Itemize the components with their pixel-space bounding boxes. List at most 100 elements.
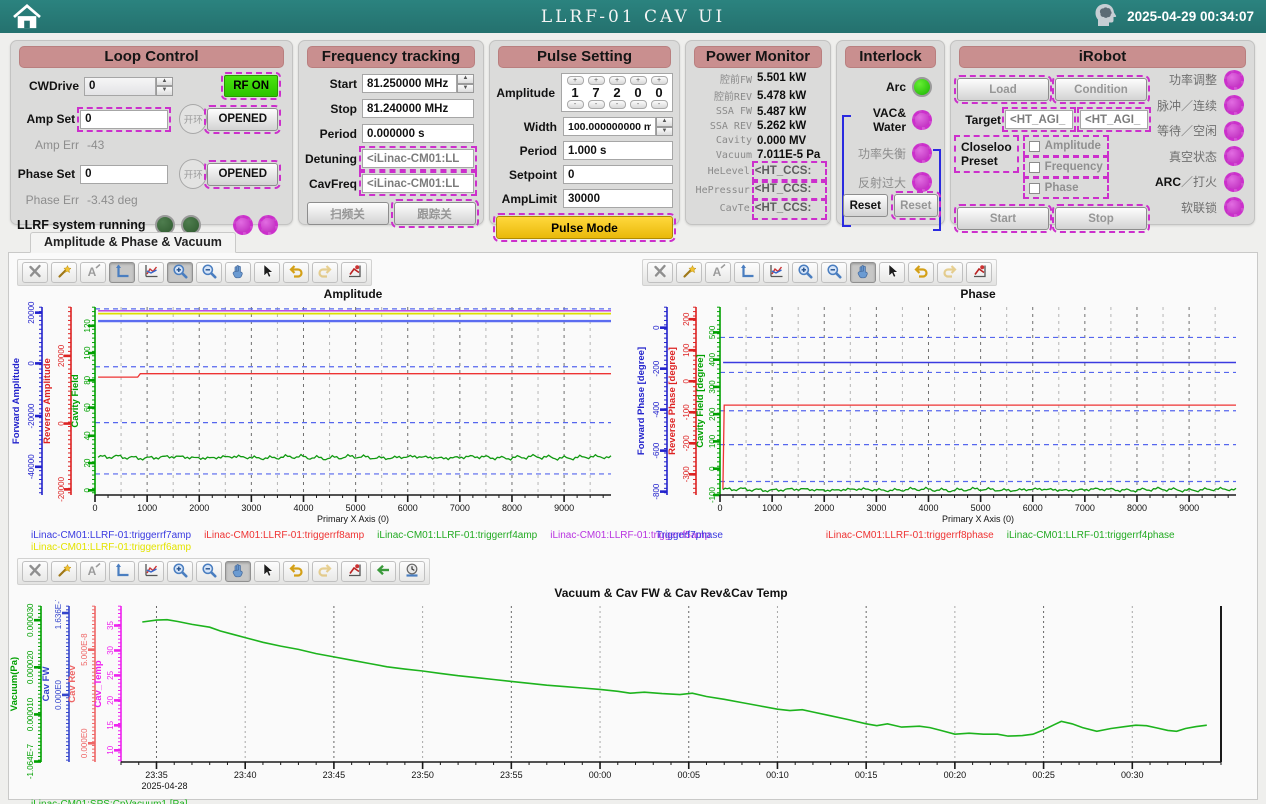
checkbox-row-frequency[interactable]: Frequency [1022, 156, 1109, 178]
zoom-out-button[interactable] [196, 561, 222, 582]
zoom-in-button[interactable] [167, 262, 193, 283]
start-button[interactable]: Start [954, 204, 1052, 233]
digit-plus-button[interactable]: + [629, 76, 647, 85]
start-input[interactable] [362, 74, 457, 93]
spin-down-icon[interactable]: ▼ [457, 83, 474, 93]
checkbox-row-amplitude[interactable]: Amplitude [1022, 135, 1109, 157]
digit-plus-button[interactable]: + [566, 76, 584, 85]
checkbox-label: Phase [1044, 182, 1079, 194]
setpoint-input[interactable] [563, 165, 673, 184]
checkbox[interactable] [1028, 182, 1040, 194]
tab-amplitude-phase-vacuum[interactable]: Amplitude & Phase & Vacuum [30, 232, 236, 253]
frequency-tracking-panel: Frequency tracking Start ▲▼ Stop Period … [298, 40, 484, 228]
snapshot-button[interactable] [966, 262, 992, 283]
annotation-button[interactable]: A [705, 262, 731, 283]
wand-button[interactable] [51, 262, 77, 283]
cwdrive-up-icon[interactable]: ▲ [156, 76, 173, 86]
cwdrive-down-icon[interactable]: ▼ [156, 86, 173, 96]
digit-plus-button[interactable]: + [608, 76, 626, 85]
pointer-button[interactable] [254, 561, 280, 582]
snapshot-button[interactable] [341, 262, 367, 283]
detuning-input[interactable] [359, 146, 477, 171]
svg-text:3000: 3000 [866, 503, 886, 513]
track-off-button[interactable]: 跟踪关 [390, 199, 479, 228]
target-input-1[interactable] [1002, 107, 1076, 132]
redo-button[interactable] [312, 262, 338, 283]
amp-opened-button[interactable]: OPENED [204, 104, 281, 134]
monitor-row: CavTe <HT_CCS: [692, 197, 828, 220]
zoom-out-button[interactable] [196, 262, 222, 283]
pulse-mode-button[interactable]: Pulse Mode [493, 213, 676, 242]
digit-plus-button[interactable]: + [650, 76, 668, 85]
condition-button[interactable]: Condition [1052, 75, 1150, 104]
field-label: Period [519, 143, 557, 158]
undo-button[interactable] [283, 561, 309, 582]
period-input[interactable] [362, 124, 474, 143]
home-button[interactable] [12, 3, 42, 30]
tools-button[interactable] [22, 262, 48, 283]
amp-open-loop-button[interactable]: 开环 [179, 104, 208, 134]
wand-button[interactable] [676, 262, 702, 283]
checkbox-row-phase[interactable]: Phase [1022, 177, 1109, 199]
phase-chart[interactable]: 0 -200 -400 -600 -800 Forward Phase [degree] 2… [634, 301, 1248, 525]
rf-on-button[interactable]: RF ON [221, 72, 281, 100]
phase-opened-button[interactable]: OPENED [204, 159, 281, 189]
tools-button[interactable] [647, 262, 673, 283]
sweep-off-button[interactable]: 扫频关 [306, 202, 389, 225]
digit-minus-button[interactable]: - [650, 100, 668, 109]
reset-secondary-button[interactable]: Reset [890, 191, 941, 220]
svg-text:5000: 5000 [971, 503, 991, 513]
axes-button[interactable] [734, 262, 760, 283]
pointer-button[interactable] [254, 262, 280, 283]
amp-set-input[interactable] [77, 106, 172, 132]
pan-button[interactable] [850, 262, 876, 283]
amplitude-chart-block: A Amplitude 20000 0 -20000 -40000 Forward Ampl… [9, 255, 710, 554]
chart-config-button[interactable] [138, 561, 164, 582]
redo-button[interactable] [937, 262, 963, 283]
pan-button[interactable] [225, 262, 251, 283]
digit-minus-button[interactable]: - [566, 100, 584, 109]
period-input[interactable] [563, 141, 673, 160]
vacuum-chart[interactable]: 0.000030 0.000020 0.000010 -1.064E-7 Vacuum(… [9, 596, 1241, 794]
annotation-button[interactable]: A [80, 262, 106, 283]
amplimit-input[interactable] [563, 189, 673, 208]
checkbox[interactable] [1028, 140, 1040, 152]
redo-button[interactable] [312, 561, 338, 582]
spin-up-icon[interactable]: ▲ [457, 74, 474, 84]
load-button[interactable]: Load [954, 75, 1052, 104]
stop-input[interactable] [362, 99, 474, 118]
undo-button[interactable] [908, 262, 934, 283]
width-input[interactable] [563, 117, 656, 136]
digit-plus-button[interactable]: + [587, 76, 605, 85]
phase-set-input[interactable] [80, 164, 169, 184]
checkbox[interactable] [1028, 161, 1040, 173]
zoom-out-button[interactable] [821, 262, 847, 283]
cwdrive-input[interactable] [84, 76, 156, 96]
zoom-in-button[interactable] [792, 262, 818, 283]
scroll-back-button[interactable] [370, 561, 396, 582]
phase-open-loop-button[interactable]: 开环 [179, 159, 208, 189]
cavfreq-input[interactable] [359, 171, 477, 196]
wand-button[interactable] [51, 561, 77, 582]
time-range-button[interactable] [399, 561, 425, 582]
axes-button[interactable] [109, 561, 135, 582]
digit-minus-button[interactable]: - [629, 100, 647, 109]
undo-button[interactable] [283, 262, 309, 283]
target-input-2[interactable] [1077, 107, 1151, 132]
reset-button[interactable]: Reset [843, 194, 888, 217]
stop-button[interactable]: Stop [1052, 204, 1150, 233]
annotation-button[interactable]: A [80, 561, 106, 582]
pointer-button[interactable] [879, 262, 905, 283]
tools-button[interactable] [22, 561, 48, 582]
zoom-in-button[interactable] [167, 561, 193, 582]
spin-up-icon[interactable]: ▲ [656, 117, 673, 127]
spin-down-icon[interactable]: ▼ [656, 126, 673, 136]
chart-config-button[interactable] [138, 262, 164, 283]
axes-button[interactable] [109, 262, 135, 283]
chart-config-button[interactable] [763, 262, 789, 283]
digit-minus-button[interactable]: - [587, 100, 605, 109]
digit-minus-button[interactable]: - [608, 100, 626, 109]
pan-button[interactable] [225, 561, 251, 582]
snapshot-button[interactable] [341, 561, 367, 582]
